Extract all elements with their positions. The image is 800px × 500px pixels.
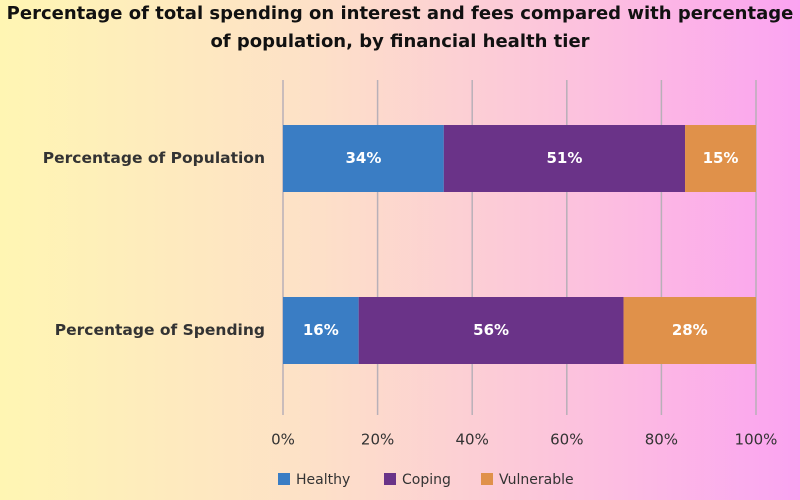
bar-segment [623,297,756,364]
x-tick-label: 20% [361,431,394,449]
legend-label: Coping [402,472,451,488]
data-label: 15% [703,149,739,167]
legend-label: Healthy [296,472,350,488]
legend-swatch [278,473,290,485]
chart-title: of population, by financial health tier [210,31,589,52]
bars [283,125,756,364]
x-tick-label: 60% [550,431,583,449]
bar-segment [283,297,359,364]
data-label: 56% [473,321,509,339]
data-label: 34% [345,149,381,167]
bar-segment [443,125,686,192]
legend-swatch [481,473,493,485]
data-label: 28% [672,321,708,339]
bar-segment [283,125,444,192]
legend-swatch [384,473,396,485]
y-tick-label: Percentage of Population [43,149,265,167]
y-tick-label: Percentage of Spending [55,321,265,339]
x-tick-label: 100% [735,431,778,449]
labels: 0% 20% 40% 60% 80% 100% Percentage of Populati… [43,149,778,488]
data-label: 51% [546,149,582,167]
x-tick-label: 80% [645,431,678,449]
data-label: 16% [303,321,339,339]
x-tick-label: 40% [456,431,489,449]
x-tick-label: 0% [271,431,295,449]
chart-title: Percentage of total spending on interest… [7,3,794,24]
bar-segment [685,125,756,192]
bar-segment [358,297,624,364]
legend-label: Vulnerable [499,472,574,488]
